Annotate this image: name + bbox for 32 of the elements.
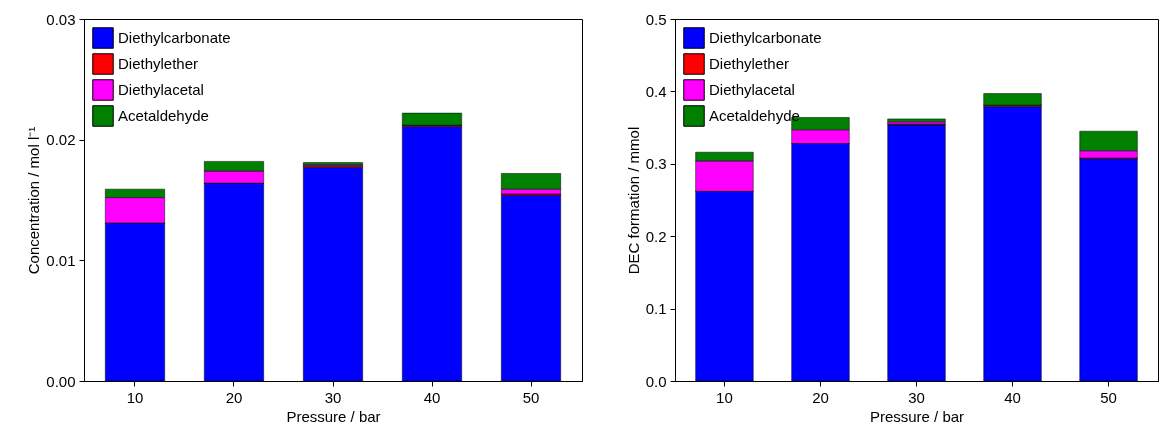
legend-label: Diethylcarbonate	[118, 29, 231, 46]
y-tick-label: 0.4	[645, 82, 667, 100]
x-tick-label: 30	[908, 388, 925, 406]
y-tick-label: 0.1	[645, 300, 667, 318]
legend-label: Diethylether	[118, 55, 199, 72]
legend-label: Diethylacetal	[118, 81, 204, 98]
y-tick-label: 0.02	[46, 131, 76, 149]
legend-label: Acetaldehyde	[118, 107, 209, 124]
legend-label: Acetaldehyde	[709, 107, 800, 124]
x-tick-label: 40	[423, 388, 441, 406]
y-tick-label: 0.0	[645, 372, 667, 390]
legend-label: Diethylcarbonate	[709, 29, 822, 46]
x-tick-label: 40	[1004, 388, 1021, 406]
x-tick-label: 10	[716, 388, 733, 406]
x-tick-label: 20	[225, 388, 243, 406]
x-tick-label: 50	[522, 388, 540, 406]
x-tick-label: 10	[126, 388, 144, 406]
x-tick-label: 20	[812, 388, 829, 406]
y-tick-label: 0.01	[46, 251, 76, 269]
y-axis-title: DEC formation / mmol	[624, 126, 642, 275]
y-tick-label: 0.03	[46, 10, 76, 28]
y-tick-label: 0.3	[645, 155, 667, 173]
y-tick-label: 0.00	[46, 372, 76, 390]
x-axis-title: Pressure / bar	[869, 407, 965, 425]
y-axis-title: Concentration / mol l⁻¹	[25, 126, 43, 275]
x-tick-label: 50	[1100, 388, 1117, 406]
y-tick-label: 0.2	[645, 227, 667, 245]
legend-label: Diethylacetal	[709, 81, 795, 98]
x-tick-label: 30	[324, 388, 342, 406]
legend-label: Diethylether	[709, 55, 790, 72]
y-tick-label: 0.5	[645, 10, 667, 28]
x-axis-title: Pressure / bar	[286, 407, 381, 425]
